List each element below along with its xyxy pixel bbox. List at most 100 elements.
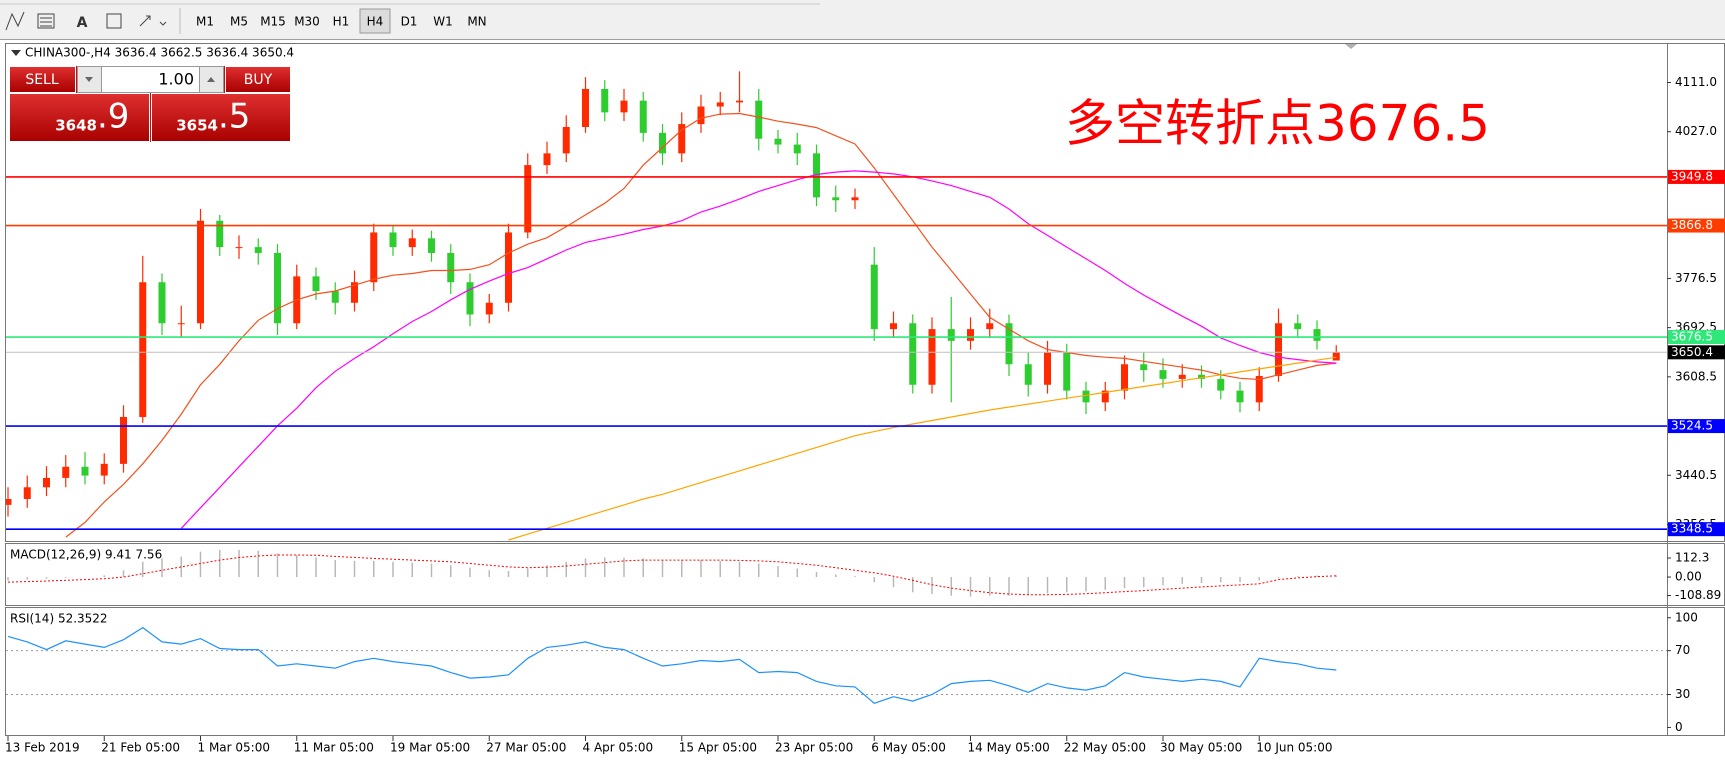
- level-label-bg: [1668, 169, 1725, 184]
- timeframe-label[interactable]: W1: [433, 15, 453, 29]
- main-panel: [5, 43, 1725, 542]
- candle-body: [1121, 364, 1128, 391]
- candle-body: [1198, 374, 1205, 379]
- candle-body: [1024, 364, 1032, 385]
- candle-body: [755, 100, 763, 139]
- y-tick-label: 100: [1675, 610, 1698, 624]
- timeframes: M1 M5 M15 M30 H1 H4 D1 W1 MN: [196, 8, 487, 34]
- candle-body: [312, 276, 320, 292]
- timeframe-label[interactable]: M5: [230, 15, 248, 29]
- buy-price[interactable]: 3654: [176, 117, 218, 135]
- x-tick-label: 13 Feb 2019: [5, 741, 80, 755]
- volume-value[interactable]: 1.00: [158, 70, 194, 89]
- rsi-line: [7, 626, 1337, 704]
- candle-body: [139, 282, 147, 417]
- toolbar-icons[interactable]: A: [5, 11, 167, 31]
- candle-body: [254, 247, 262, 253]
- candle-body: [100, 463, 108, 476]
- x-tick-label: 1 Mar 05:00: [198, 741, 271, 755]
- candle-body: [678, 124, 686, 154]
- candle-body: [216, 220, 224, 248]
- x-tick-label: 19 Mar 05:00: [390, 741, 470, 755]
- icon-lines[interactable]: [40, 17, 52, 27]
- candle-body: [177, 323, 185, 325]
- sell-price[interactable]: 3648: [55, 117, 97, 135]
- toolbar: [0, 0, 1725, 40]
- level-label: 3348.5: [1671, 522, 1713, 536]
- timeframe-label[interactable]: M1: [196, 15, 214, 29]
- candle-body: [639, 100, 647, 133]
- icon-arrows[interactable]: [139, 15, 167, 27]
- main-chart: 4111.04027.03776.53692.53608.53440.53356…: [6, 71, 1725, 541]
- candle-body: [6, 498, 12, 505]
- candle-body: [1294, 323, 1302, 330]
- candle-body: [389, 232, 397, 248]
- buy-label[interactable]: BUY: [244, 72, 273, 88]
- candle-body: [447, 252, 455, 283]
- y-tick-label: 112.3: [1675, 551, 1709, 565]
- candle-body: [1159, 370, 1167, 379]
- candle-body: [562, 127, 570, 154]
- buy-price-box[interactable]: [151, 93, 291, 142]
- timeframe-button[interactable]: [359, 8, 391, 34]
- candle-body: [1178, 374, 1186, 379]
- candle-body: [235, 247, 243, 249]
- timeframe-label[interactable]: H4: [367, 15, 384, 29]
- sell-button[interactable]: [9, 66, 76, 93]
- icon-text[interactable]: A: [77, 15, 88, 31]
- annotation: 多空转折点3676.5: [1065, 95, 1490, 153]
- candle-body: [1140, 364, 1148, 371]
- symbol-menu[interactable]: [11, 50, 21, 56]
- sell-price-box[interactable]: [9, 93, 150, 142]
- buy-price-big[interactable]: .5: [218, 97, 250, 137]
- y-tick-label: 3440.5: [1675, 468, 1717, 482]
- candle-body: [370, 232, 378, 283]
- candle-body: [197, 220, 204, 324]
- x-tick-label: 11 Mar 05:00: [294, 741, 374, 755]
- y-tick-label: 3608.5: [1675, 369, 1717, 383]
- candle-body: [620, 100, 628, 113]
- icon-indicators[interactable]: [5, 11, 25, 31]
- level-label-bg: [1668, 522, 1725, 537]
- candle-body: [716, 102, 724, 107]
- icon-periods[interactable]: [37, 13, 55, 29]
- timeframe-label[interactable]: M15: [260, 15, 286, 29]
- up-arrow: [207, 77, 215, 82]
- level-label: 3650.4: [1671, 345, 1713, 359]
- level-label: 3949.8: [1671, 169, 1713, 183]
- buy-button[interactable]: [225, 66, 291, 93]
- candle-body: [890, 323, 897, 330]
- candle-body: [62, 466, 70, 478]
- sell-price-big[interactable]: .9: [97, 97, 129, 137]
- icon-label[interactable]: [106, 13, 122, 29]
- macd-title: MACD(12,26,9) 9.41 7.56: [10, 548, 162, 562]
- candle-body: [23, 487, 31, 499]
- candle-body: [659, 132, 666, 154]
- timeframe-label[interactable]: MN: [467, 15, 486, 29]
- candle-body: [1332, 352, 1340, 361]
- y-tick-label: 3776.5: [1675, 271, 1717, 285]
- timeframe-label[interactable]: D1: [401, 15, 418, 29]
- candle-body: [1101, 390, 1109, 403]
- sell-label[interactable]: SELL: [25, 72, 59, 88]
- y-tick-label: 4027.0: [1675, 124, 1717, 138]
- signal-line: [7, 554, 1337, 596]
- timeframe-label[interactable]: M30: [294, 15, 320, 29]
- timeframe-label[interactable]: H1: [333, 15, 350, 29]
- x-axis: 13 Feb 2019 21 Feb 05:00 1 Mar 05:00 11 Mar…: [5, 736, 1332, 755]
- candle-body: [928, 329, 936, 385]
- candle-body: [1236, 390, 1244, 403]
- candle-body: [851, 197, 859, 201]
- x-tick-label: 22 May 05:00: [1064, 741, 1146, 755]
- candle-body: [1275, 323, 1282, 376]
- candle-body: [1313, 329, 1321, 341]
- candle-body: [582, 88, 589, 128]
- candle-body: [466, 282, 474, 315]
- moving-average: [65, 112, 1337, 538]
- x-tick-label: 21 Feb 05:00: [101, 741, 180, 755]
- level-label-bg: [1668, 345, 1725, 360]
- down-arrow: [85, 77, 93, 82]
- candle-body: [870, 264, 878, 330]
- candle-body: [351, 282, 358, 303]
- y-tick-label: 4111.0: [1675, 75, 1717, 89]
